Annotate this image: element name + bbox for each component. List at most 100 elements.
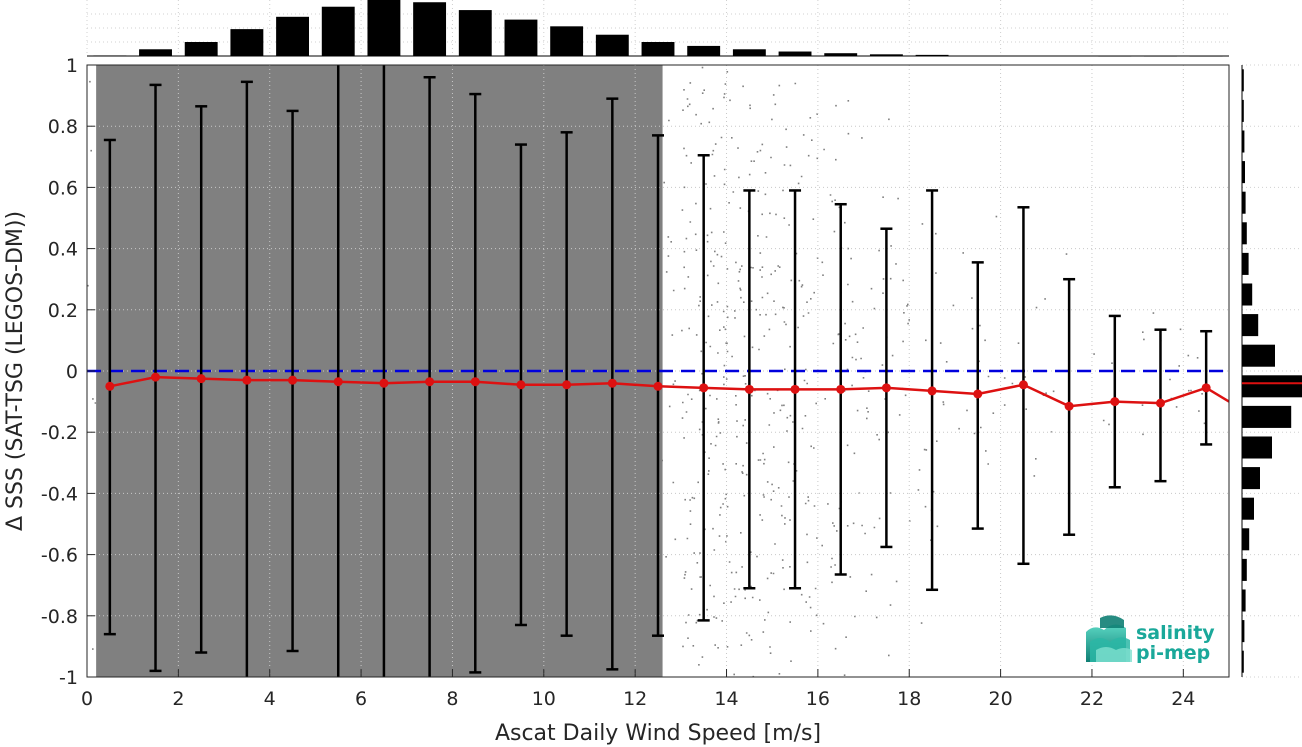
right-hist-bar [1242,99,1244,122]
mean-point [1064,401,1074,411]
logo-line2: pi-mep [1136,642,1210,664]
top-hist-bar [413,2,447,56]
main-plot: 0 2 4 6 8 10 12 14 16 18 20 22 24 -1-0.8-0.6-0.4-0.2… [41,55,1230,710]
y-tick-label: 0.2 [48,300,78,322]
mean-point [562,380,572,390]
top-hist-bar [824,53,858,56]
top-hist-bar [367,0,401,56]
top-histogram-bars [93,0,1223,57]
mean-point [333,377,343,387]
mean-point [973,389,983,399]
mean-points [105,372,1211,411]
wave-logo-icon [1086,615,1132,662]
right-hist-bar [1242,528,1250,551]
y-axis-label: Δ SSS (SAT-TSG (LEGOS-DM)) [3,211,28,531]
y-tick-label: -0.8 [41,606,78,628]
mean-point [699,383,709,393]
x-tick-label: 4 [264,688,276,710]
right-histogram-bars [1242,69,1302,673]
top-histogram-grid [86,0,1229,57]
right-hist-bar [1242,467,1260,490]
mean-point [1155,398,1165,408]
y-tick-label: 0 [66,361,78,383]
y-tick-label: 0.4 [48,239,78,261]
top-hist-bar [550,26,584,56]
mean-point [105,381,115,391]
right-hist-bar [1242,252,1249,275]
right-hist-bar [1242,69,1244,92]
right-histogram-grid [1242,64,1302,678]
mean-point [927,386,937,396]
y-tick-label: -0.2 [41,422,78,444]
top-hist-bar [778,51,812,56]
right-hist-bar [1242,589,1246,612]
y-tick-label: -1 [59,667,78,689]
top-hist-bar [458,10,492,56]
right-hist-bar [1242,375,1302,398]
mean-point [653,381,663,391]
top-hist-bar [687,45,721,56]
right-hist-bar [1242,222,1247,245]
right-hist-bar [1242,283,1253,306]
top-hist-bar [184,42,218,56]
y-tick-label: -0.4 [41,483,78,505]
mean-series [105,372,1229,411]
x-tick-label: 8 [446,688,458,710]
y-tick-label: 1 [66,55,78,77]
right-hist-bar [1242,497,1254,520]
mean-point [516,380,526,390]
top-histogram [86,0,1229,57]
top-hist-bar [276,16,310,56]
top-hist-bar [915,54,949,56]
mean-point [1201,383,1211,393]
x-tick-label: 18 [897,688,921,710]
salinity-pi-mep-logo: salinity pi-mep [1086,615,1215,664]
right-hist-bar [1242,130,1245,153]
y-tick-label: -0.6 [41,545,78,567]
mean-point [379,378,389,388]
right-hist-bar [1242,436,1272,459]
x-tick-label: 20 [989,688,1013,710]
right-hist-bar [1242,620,1245,643]
x-axis-label: Ascat Daily Wind Speed [m/s] [495,721,821,746]
mean-point [1110,397,1120,407]
mean-point [607,378,617,388]
x-tick-label: 22 [1080,688,1104,710]
mean-point [744,384,754,394]
error-bars [103,65,1213,677]
top-hist-bar [595,34,629,56]
mean-point [1018,380,1028,390]
right-hist-bar [1242,650,1244,673]
x-tick-label: 12 [623,688,647,710]
mean-point [288,375,298,385]
x-tick-label: 0 [81,688,93,710]
top-hist-bar [641,42,675,56]
logo-line1: salinity [1136,622,1215,644]
right-histogram [1241,64,1302,678]
right-hist-bar [1242,405,1292,428]
mean-point [836,384,846,394]
mean-point [151,372,161,382]
top-hist-bar [139,49,172,56]
mean-point [790,384,800,394]
y-tick-label: 0.6 [48,177,78,199]
mean-point [425,377,435,387]
x-tick-label: 14 [714,688,738,710]
top-hist-bar [504,19,538,57]
top-hist-bar [869,54,903,56]
mean-point [196,374,206,384]
right-hist-bar [1242,314,1259,337]
mean-line [109,375,1229,408]
x-tick-label: 6 [355,688,367,710]
right-hist-bar [1242,558,1247,581]
y-ticks: -1 -0.8 -0.6 -0.4 -0.2 0 0.2 0.4 0.6 0.8 1 [41,55,95,689]
mean-point [470,377,480,387]
mean-point [242,375,252,385]
x-tick-label: 24 [1171,688,1195,710]
x-tick-label: 2 [172,688,184,710]
x-tick-label: 16 [806,688,830,710]
right-hist-bar [1242,161,1245,184]
top-hist-bar [321,6,355,56]
x-tick-label: 10 [532,688,556,710]
